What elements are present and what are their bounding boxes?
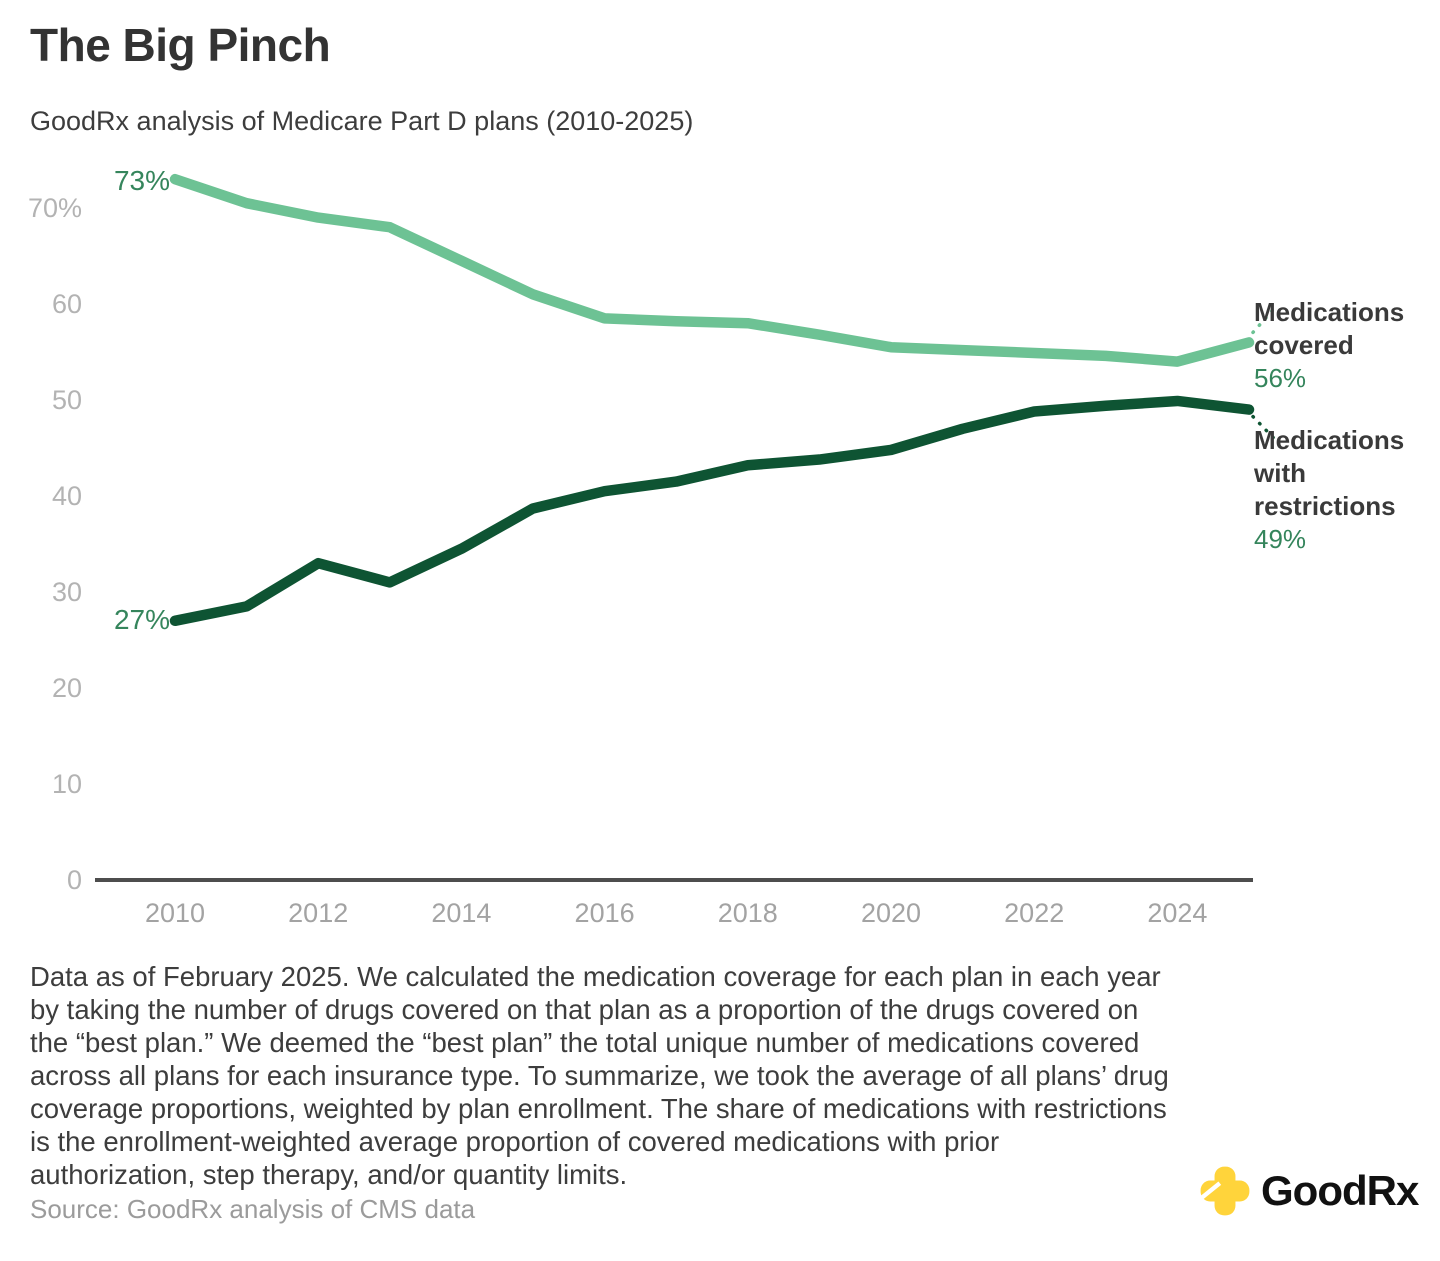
x-tick-label: 2010 <box>145 898 205 928</box>
restrictions-leader-line <box>1251 414 1279 444</box>
x-tick-label: 2012 <box>288 898 348 928</box>
series-line-1 <box>169 395 1255 627</box>
restrictions-start-value-label: 27% <box>113 604 170 635</box>
x-tick-label: 2018 <box>718 898 778 928</box>
x-tick-label: 2016 <box>575 898 635 928</box>
y-tick-label: 70% <box>28 193 82 223</box>
goodrx-logo: GoodRx <box>1198 1164 1419 1218</box>
covered-end-value-label: 56% <box>1254 363 1307 393</box>
restrictions-end-value-label: 49% <box>1254 524 1307 554</box>
x-tick-label: 2014 <box>431 898 491 928</box>
y-tick-label: 60 <box>52 289 82 319</box>
y-tick-label: 50 <box>52 385 82 415</box>
y-tick-label: 10 <box>52 769 82 799</box>
methodology-footnote: Data as of February 2025. We calculated … <box>30 961 1169 1190</box>
covered-leader-line <box>1251 304 1278 335</box>
y-tick-label: 40 <box>52 481 82 511</box>
source-credit: Source: GoodRx analysis of CMS data <box>30 1194 476 1224</box>
y-tick-label: 30 <box>52 577 82 607</box>
x-tick-label: 2024 <box>1147 898 1207 928</box>
covered-series-annotation: Medications covered 56% <box>1254 296 1432 395</box>
covered-start-value-label: 73% <box>113 165 170 196</box>
series-line-0 <box>169 173 1255 367</box>
y-tick-label: 0 <box>67 865 82 895</box>
restrictions-series-label: Medications with restrictions <box>1254 425 1405 521</box>
y-tick-label: 20 <box>52 673 82 703</box>
x-tick-label: 2020 <box>861 898 921 928</box>
covered-series-label: Medications covered <box>1254 297 1405 360</box>
chart-subtitle: GoodRx analysis of Medicare Part D plans… <box>30 106 694 136</box>
page-title: The Big Pinch <box>30 19 331 71</box>
goodrx-plus-icon <box>1200 1166 1250 1216</box>
x-tick-label: 2022 <box>1004 898 1064 928</box>
goodrx-logo-text: GoodRx <box>1261 1167 1419 1214</box>
restrictions-series-annotation: Medications with restrictions 49% <box>1254 424 1432 556</box>
